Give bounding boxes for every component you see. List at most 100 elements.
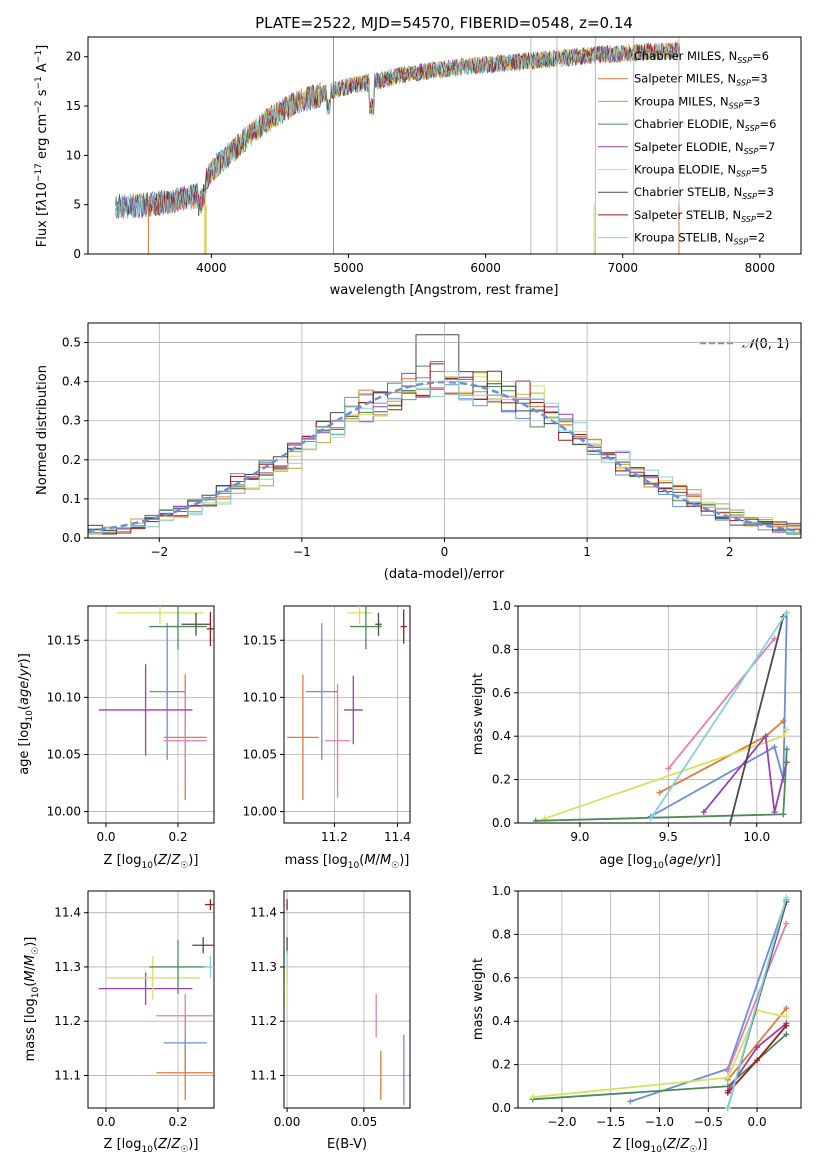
figure-title: PLATE=2522, MJD=54570, FIBERID=0548, z=0… bbox=[255, 14, 633, 32]
y-tick-label: 0.4 bbox=[492, 1014, 511, 1028]
legend-label: Salpeter STELIB, NSSP=2 bbox=[634, 208, 773, 224]
y-tick-label: 20 bbox=[66, 50, 81, 64]
weight-series-line bbox=[650, 612, 788, 818]
weight-point bbox=[754, 1057, 761, 1064]
y-tick-label: 10.00 bbox=[47, 805, 81, 819]
age-vs-metallicity-frame bbox=[87, 605, 215, 824]
y-tick-label: 0 bbox=[73, 247, 81, 261]
weight-point bbox=[529, 1094, 536, 1101]
y-tick-label: 10.10 bbox=[243, 690, 277, 704]
x-tick-label: −2.0 bbox=[547, 1115, 576, 1129]
weight-series-line bbox=[726, 897, 788, 1109]
weight-point bbox=[754, 1044, 761, 1051]
weight-point bbox=[783, 1031, 790, 1038]
y-tick-label: 0.0 bbox=[62, 531, 81, 545]
age-vs-mass-xlabel: mass [log10(M/M☉)] bbox=[285, 853, 410, 871]
x-tick-label: 9.5 bbox=[659, 830, 678, 844]
residuals-xlabel: (data-model)/error bbox=[384, 567, 505, 582]
y-tick-label: 11.1 bbox=[250, 1068, 277, 1082]
residuals-axes-frame bbox=[87, 322, 802, 539]
mass-vs-metallicity-panel: Z [log10(Z/Z☉)] mass [log10(M/M☉)] 0.0 0.… bbox=[23, 890, 215, 1155]
weight-point bbox=[665, 765, 672, 772]
spectrum-ylabel: Flux [fλ10−17 erg cm−2 s−1 A−1] bbox=[34, 45, 50, 247]
weight-series-line bbox=[532, 1009, 787, 1099]
weight-vs-metallicity-frame bbox=[517, 890, 802, 1109]
x-tick-label: 5000 bbox=[333, 261, 364, 275]
x-tick-label: −1.0 bbox=[645, 1115, 674, 1129]
x-tick-label: −2 bbox=[150, 545, 168, 559]
x-tick-label: 0 bbox=[441, 545, 449, 559]
spectrum-line bbox=[115, 43, 681, 220]
x-tick-label: 6000 bbox=[470, 261, 501, 275]
weight-series-line bbox=[727, 1007, 788, 1081]
legend-label: Kroupa STELIB, NSSP=2 bbox=[634, 231, 765, 247]
y-tick-label: 0.2 bbox=[492, 773, 511, 787]
y-tick-label: 0.5 bbox=[62, 336, 81, 350]
y-tick-label: 11.4 bbox=[250, 906, 277, 920]
legend-label: Chabrier STELIB, NSSP=3 bbox=[634, 185, 774, 201]
weight-point bbox=[783, 920, 790, 927]
y-tick-label: 11.3 bbox=[250, 960, 277, 974]
legend-label: Chabrier ELODIE, NSSP=6 bbox=[634, 117, 776, 133]
weight-point bbox=[700, 809, 707, 816]
y-tick-label: 11.3 bbox=[54, 960, 81, 974]
weight-point bbox=[780, 733, 787, 740]
x-tick-label: 8000 bbox=[745, 261, 776, 275]
y-tick-label: 0.8 bbox=[492, 927, 511, 941]
x-tick-label: 0.0 bbox=[96, 830, 115, 844]
x-tick-label: 0.0 bbox=[748, 1115, 767, 1129]
weight-point bbox=[771, 744, 778, 751]
y-tick-label: 11.1 bbox=[54, 1068, 81, 1082]
weight-series-line bbox=[667, 637, 776, 770]
weight-point bbox=[627, 1098, 634, 1105]
spectrum-line bbox=[148, 43, 681, 254]
age-vs-mass-panel: mass [log10(M/M☉)] 11.2 11.4 10.00 10.05 10.… bbox=[243, 605, 411, 871]
weight-point bbox=[724, 1089, 731, 1096]
x-tick-label: 11.4 bbox=[384, 830, 411, 844]
x-tick-label: 0.00 bbox=[274, 1115, 301, 1129]
mass-vs-ebv-panel: E(B-V) 0.00 0.05 11.1 11.2 11.3 11.4 bbox=[250, 890, 411, 1152]
residuals-panel: 𝒩(0, 1) (data-model)/error Normed distri… bbox=[35, 322, 802, 582]
y-tick-label: 15 bbox=[66, 99, 81, 113]
normal-legend-label: 𝒩(0, 1) bbox=[742, 337, 789, 352]
legend-label: Kroupa MILES, NSSP=3 bbox=[634, 94, 760, 110]
y-tick-label: 0.4 bbox=[62, 375, 81, 389]
y-tick-label: 0.0 bbox=[492, 816, 511, 830]
y-tick-label: 0.6 bbox=[492, 971, 511, 985]
y-tick-label: 10.10 bbox=[47, 690, 81, 704]
weight-point bbox=[724, 1105, 731, 1111]
weight-vs-metallicity-xlabel: Z [log10(Z/Z☉)] bbox=[613, 1137, 708, 1155]
spectrum-axes-frame bbox=[87, 36, 802, 255]
legend-label: Kroupa ELODIE, NSSP=5 bbox=[634, 163, 768, 179]
y-tick-label: 10.00 bbox=[243, 805, 277, 819]
age-vs-mass-frame bbox=[283, 605, 411, 824]
weight-point bbox=[780, 811, 787, 818]
age-vs-metallicity-panel: Z [log10(Z/Z☉)] age [log10(age/yr)] 0.0 0… bbox=[17, 605, 215, 871]
weight-point bbox=[647, 815, 654, 822]
weight-point bbox=[724, 1074, 731, 1081]
y-tick-label: 11.4 bbox=[54, 906, 81, 920]
x-tick-label: 0.2 bbox=[168, 830, 187, 844]
weight-vs-age-ylabel: mass weight bbox=[471, 673, 486, 755]
spectrum-panel: Chabrier MILES, NSSP=6 Salpeter MILES, NS… bbox=[34, 36, 802, 298]
y-tick-label: 10.15 bbox=[47, 633, 81, 647]
weight-point bbox=[783, 609, 790, 616]
x-tick-label: 0.0 bbox=[96, 1115, 115, 1129]
mass-vs-metallicity-frame bbox=[87, 890, 215, 1109]
mass-vs-ebv-xlabel: E(B-V) bbox=[327, 1137, 367, 1152]
x-tick-label: −1 bbox=[293, 545, 311, 559]
weight-point bbox=[771, 635, 778, 642]
residuals-ylabel: Normed distribution bbox=[35, 365, 50, 495]
y-tick-label: 0.2 bbox=[62, 453, 81, 467]
x-tick-label: 0.2 bbox=[168, 1115, 187, 1129]
y-tick-label: 0.3 bbox=[62, 414, 81, 428]
y-tick-label: 10.05 bbox=[47, 747, 81, 761]
spectrum-legend: Chabrier MILES, NSSP=6 Salpeter MILES, NS… bbox=[598, 49, 776, 247]
weight-point bbox=[656, 789, 663, 796]
y-tick-label: 1.0 bbox=[492, 599, 511, 613]
y-tick-label: 0.6 bbox=[492, 686, 511, 700]
age-vs-metallicity-xlabel: Z [log10(Z/Z☉)] bbox=[104, 853, 199, 871]
spectrum-lines bbox=[115, 37, 681, 254]
legend-label: Salpeter ELODIE, NSSP=7 bbox=[634, 140, 775, 156]
